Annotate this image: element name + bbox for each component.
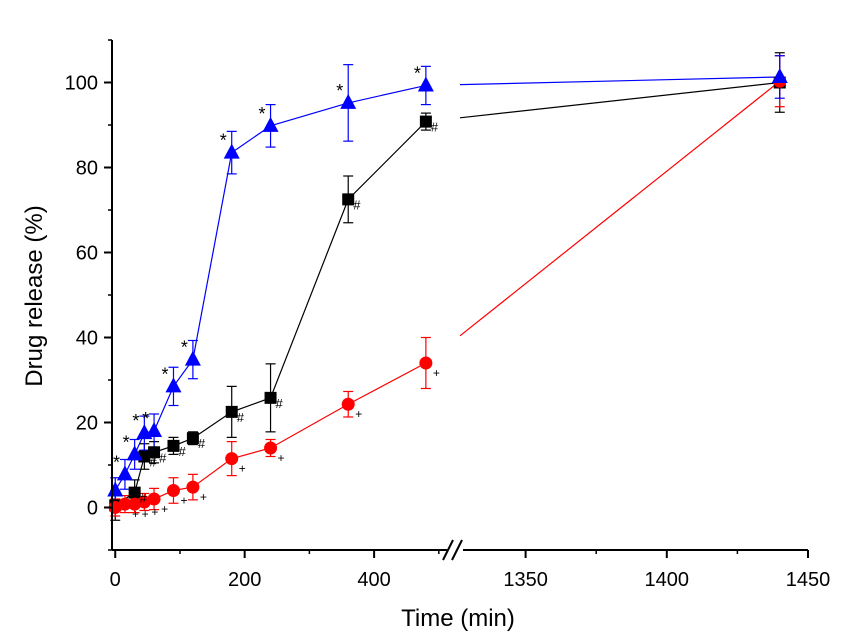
data-point-circle bbox=[186, 480, 200, 494]
data-point-triangle bbox=[340, 93, 357, 109]
significance-mark: # bbox=[178, 444, 186, 459]
data-point-triangle bbox=[262, 116, 279, 132]
axis-break-mark bbox=[442, 539, 454, 561]
data-point-square bbox=[148, 446, 161, 459]
y-tick-label: 100 bbox=[65, 73, 98, 95]
significance-annotations: ## # ######+ + + ++ +++++*** ******* bbox=[113, 63, 440, 521]
series-connector-triangle bbox=[459, 76, 780, 86]
significance-mark: + bbox=[200, 490, 207, 504]
y-axis-title: Drug release (%) bbox=[21, 205, 48, 386]
x-tick-label: 400 bbox=[357, 569, 390, 591]
axes: 0 20 40 60 80 100 0 200 400 1350 1400 1450 bbox=[65, 39, 831, 591]
significance-mark: * bbox=[113, 452, 120, 472]
significance-mark: # bbox=[276, 396, 284, 411]
data-point-triangle bbox=[126, 445, 143, 461]
data-point-square bbox=[264, 391, 277, 404]
data-point-triangle bbox=[146, 422, 163, 437]
x-tick-label: 1350 bbox=[503, 569, 548, 591]
data-point-triangle bbox=[223, 143, 240, 159]
significance-mark: # bbox=[431, 120, 439, 135]
significance-mark: # bbox=[149, 455, 157, 470]
y-tick-label: 40 bbox=[76, 328, 98, 350]
data-point-circle bbox=[264, 441, 278, 455]
significance-mark: + bbox=[151, 505, 158, 519]
data-point-square bbox=[342, 193, 355, 206]
data-markers bbox=[107, 67, 788, 514]
data-point-circle bbox=[341, 397, 355, 411]
significance-mark: # bbox=[237, 410, 245, 425]
data-point-square bbox=[167, 439, 180, 452]
data-point-square bbox=[186, 432, 199, 445]
significance-mark: # bbox=[140, 491, 148, 506]
y-tick-label: 20 bbox=[76, 413, 98, 435]
data-point-square bbox=[225, 405, 238, 418]
significance-mark: * bbox=[336, 81, 343, 101]
significance-mark: + bbox=[132, 507, 139, 521]
y-tick-label: 0 bbox=[87, 498, 98, 520]
significance-mark: * bbox=[142, 409, 149, 429]
data-point-triangle bbox=[184, 350, 201, 366]
data-point-triangle bbox=[116, 465, 133, 481]
data-point-circle bbox=[128, 497, 142, 511]
significance-mark: * bbox=[414, 63, 421, 83]
x-tick-label: 0 bbox=[110, 569, 121, 591]
y-tick-label: 80 bbox=[76, 158, 98, 180]
significance-mark: * bbox=[123, 432, 130, 452]
significance-mark: * bbox=[181, 338, 188, 358]
data-point-circle bbox=[147, 492, 161, 506]
series-connector-circle bbox=[459, 80, 781, 337]
data-point-circle bbox=[419, 356, 433, 370]
data-point-circle bbox=[118, 497, 132, 511]
significance-mark: # bbox=[159, 450, 167, 465]
data-point-triangle bbox=[165, 377, 182, 393]
significance-mark: + bbox=[278, 451, 285, 465]
significance-mark: * bbox=[161, 364, 168, 384]
series-connector-square bbox=[459, 81, 780, 119]
data-point-square bbox=[128, 486, 141, 499]
data-point-circle bbox=[225, 452, 239, 466]
significance-mark: # bbox=[198, 436, 206, 451]
error-bars bbox=[110, 52, 785, 521]
significance-mark: * bbox=[220, 131, 227, 151]
significance-mark: # bbox=[353, 197, 361, 212]
data-point-square bbox=[419, 115, 432, 128]
significance-mark: + bbox=[142, 507, 149, 521]
x-tick-label: 200 bbox=[228, 569, 261, 591]
significance-mark: + bbox=[180, 494, 187, 508]
significance-mark: + bbox=[355, 407, 362, 421]
y-tick-label: 60 bbox=[76, 243, 98, 265]
series-line-square bbox=[114, 121, 427, 506]
x-tick-label: 1450 bbox=[786, 569, 831, 591]
x-tick-label: 1400 bbox=[645, 569, 690, 591]
data-point-circle bbox=[166, 484, 180, 497]
x-axis-title: Time (min) bbox=[401, 605, 515, 632]
significance-mark: + bbox=[433, 366, 440, 380]
significance-mark: + bbox=[239, 462, 246, 476]
series-lines bbox=[114, 76, 781, 509]
axis-break-mark bbox=[451, 539, 463, 561]
data-point-triangle bbox=[771, 67, 788, 83]
significance-mark: * bbox=[259, 104, 266, 124]
significance-mark: * bbox=[132, 411, 139, 431]
data-point-triangle bbox=[417, 76, 434, 92]
significance-mark: + bbox=[161, 502, 168, 516]
